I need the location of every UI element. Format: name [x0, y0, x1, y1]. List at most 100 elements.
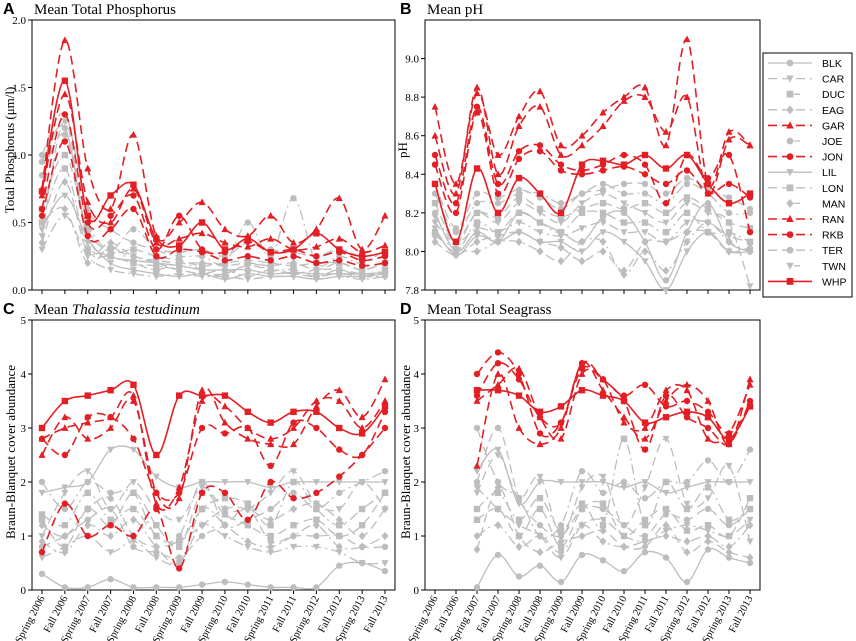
panel-b-point-duc — [599, 209, 607, 217]
panel-d-point-rkb — [515, 376, 523, 383]
panel-b-point-gar — [515, 112, 523, 120]
panel-b-line-joe — [434, 183, 751, 233]
legend-marker-joe — [786, 137, 794, 145]
panel-b-point-lil — [473, 233, 481, 240]
legend-label-whp: WHP — [822, 276, 847, 288]
panel-c-point-lil — [38, 489, 46, 497]
panel-d-point-car — [473, 489, 481, 497]
panel-d-point-car — [641, 484, 649, 492]
legend-marker-twn — [786, 262, 794, 270]
panel-a-point-rkb — [130, 205, 137, 213]
panel-b-ytick-label: 8.0 — [405, 246, 419, 258]
panel-d-point-lon — [683, 527, 691, 534]
panel-d-point-jon — [473, 370, 481, 378]
legend-label-ran: RAN — [822, 214, 844, 226]
panel-d-point-joe — [683, 478, 691, 486]
panel-a-point-whp — [176, 242, 183, 249]
panel-b-point-joe — [725, 209, 733, 217]
panel-b-point-lon — [704, 205, 712, 213]
panel-b-point-ter — [578, 190, 586, 197]
panel-c-point-rkb — [290, 495, 297, 502]
panel-b-point-lon — [725, 219, 733, 226]
panel-d-point-eag — [536, 548, 544, 557]
panel-c-point-gar — [381, 375, 389, 383]
legend-label-gar: GAR — [822, 120, 845, 132]
panel-c-point-whp — [313, 408, 320, 415]
panel-a-point-twn — [244, 276, 252, 284]
legend-item-ran: RAN — [768, 214, 844, 226]
panel-c-point-whp — [244, 408, 251, 415]
panel-a-point-ran — [335, 234, 343, 242]
panel-c-line-ter — [41, 507, 386, 559]
panel-c-point-eag — [290, 504, 298, 514]
panel-c-point-lon — [267, 532, 274, 540]
panel-a-point-man — [38, 218, 46, 227]
panel-a-point-twn — [38, 246, 46, 254]
panel-c-point-joe — [267, 505, 274, 513]
panel-a-point-lon — [198, 262, 206, 269]
panel-d-point-joe — [578, 468, 586, 475]
panel-c-point-ran — [381, 397, 389, 404]
panel-c-point-eag — [175, 537, 183, 546]
panel-c-point-eag — [107, 494, 115, 503]
panel-b-ytick-label: 8.6 — [405, 131, 419, 143]
panel-d-point-lil — [662, 489, 670, 497]
panel-b-point-gar — [662, 141, 670, 149]
panel-c-point-eag — [221, 504, 229, 514]
panel-c-point-ter — [153, 549, 160, 556]
legend-marker-gar — [786, 121, 794, 129]
panel-d-point-blk — [599, 557, 607, 564]
panel-b-point-lon — [536, 205, 544, 213]
panel-d-point-whp — [515, 392, 523, 399]
panel-c-point-rkb — [153, 505, 160, 513]
panel-d-point-ter — [578, 505, 586, 513]
legend-marker-car — [786, 75, 794, 83]
panel-d-point-rkb — [746, 397, 754, 405]
panel-b-point-duc — [536, 219, 544, 226]
panel-b-point-gar — [452, 180, 460, 187]
panel-b-point-lil — [557, 238, 565, 246]
panel-d-point-rkb — [620, 397, 628, 405]
panel-d-point-lon — [746, 495, 754, 502]
panel-b-ytick-label: 8.8 — [405, 92, 419, 104]
panel-d-point-rkb — [473, 392, 481, 399]
panel-b-point-lil — [725, 248, 733, 256]
panel-c-point-joe — [381, 468, 389, 475]
panel-b-point-rkb — [557, 167, 565, 174]
panel-c-point-gar — [175, 494, 183, 502]
panel-d-series-twn — [473, 484, 754, 562]
panel-a-point-gar — [175, 218, 183, 226]
panel-d-point-gar — [704, 397, 712, 404]
panel-d-line-blk — [476, 547, 751, 588]
panel-d-point-ter — [473, 478, 481, 486]
panel-d-point-duc — [578, 500, 586, 507]
panel-a-line-eag — [41, 181, 386, 271]
panel-d-point-ter — [557, 532, 565, 540]
panel-b-point-joe — [557, 200, 565, 207]
panel-c-point-duc — [358, 505, 366, 513]
panel-d-point-gar — [662, 397, 670, 404]
panel-b-point-man — [599, 237, 607, 246]
panel-d-point-ter — [515, 495, 523, 502]
panel-c-point-joe — [358, 478, 366, 486]
panel-d-point-twn — [683, 522, 691, 530]
panel-b-point-rkb — [473, 109, 481, 116]
panel-c-point-man — [152, 542, 160, 551]
panel-c-point-ran — [358, 424, 366, 431]
panel-c-point-ter — [336, 532, 343, 540]
panel-b-point-rkb — [599, 167, 607, 174]
panel-a-point-gar — [381, 211, 389, 219]
panel-c-point-blk — [198, 581, 206, 588]
panel-d-point-jon — [683, 397, 691, 405]
panel-a-point-ter — [38, 151, 46, 159]
panel-a-ytick-label: 1.5 — [12, 83, 26, 95]
panel-a-point-rkb — [153, 253, 160, 260]
panel-b-point-eag — [599, 247, 607, 256]
panel-d-point-blk — [725, 554, 733, 561]
panel-c-point-joe — [313, 505, 320, 513]
panel-c-point-man — [267, 542, 275, 551]
panel-a-point-rkb — [38, 212, 46, 219]
panel-c-point-duc — [38, 511, 46, 518]
panel-b-point-rkb — [641, 171, 649, 178]
panel-c-point-jon — [38, 435, 46, 442]
